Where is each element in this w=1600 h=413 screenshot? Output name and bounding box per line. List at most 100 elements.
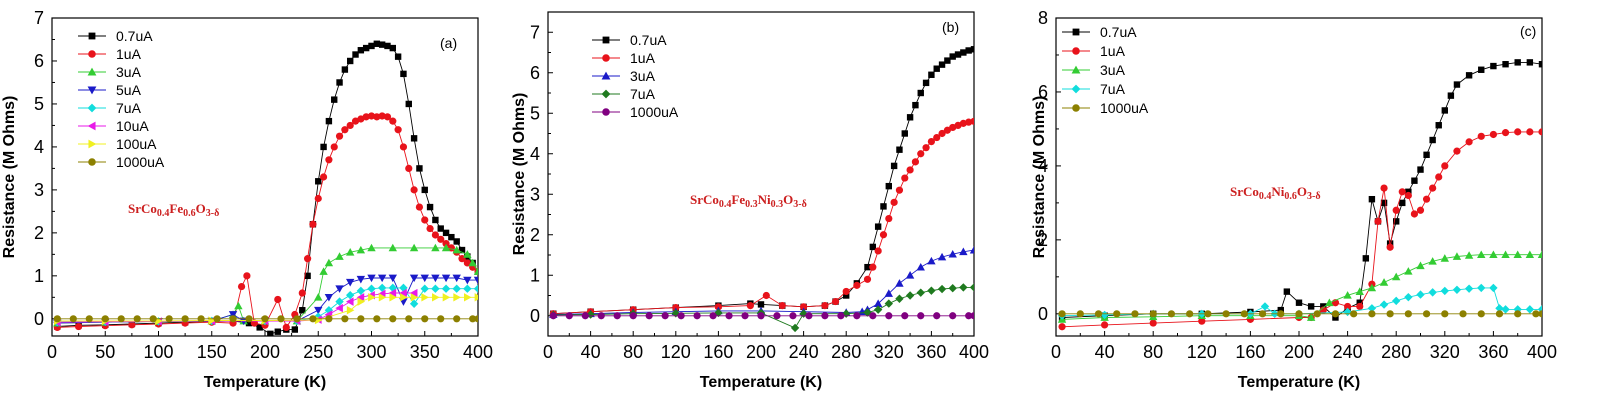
legend-label: 1uA bbox=[1100, 43, 1126, 59]
legend-item-3ua: 3uA bbox=[1062, 62, 1126, 78]
point-1ua bbox=[1489, 130, 1497, 139]
point-3ua bbox=[452, 245, 461, 254]
point-0-7ua bbox=[426, 203, 434, 211]
point-7ua bbox=[1495, 304, 1504, 313]
point-1000ua bbox=[837, 312, 845, 320]
point-0-7ua bbox=[1332, 314, 1339, 321]
point-1000ua bbox=[789, 312, 797, 320]
legend-label: 100uA bbox=[116, 136, 157, 152]
point-1ua bbox=[1422, 195, 1431, 203]
legend-label: 5uA bbox=[116, 82, 142, 98]
point-0-7ua bbox=[896, 146, 903, 153]
series-100ua bbox=[53, 293, 478, 326]
formula-subscript: 3-δ bbox=[206, 208, 220, 219]
point-3ua bbox=[441, 243, 451, 252]
point-1000ua bbox=[1258, 310, 1267, 318]
point-7ua bbox=[884, 299, 893, 308]
point-1000ua bbox=[1331, 310, 1340, 318]
point-3ua bbox=[1379, 278, 1389, 286]
point-0-7ua bbox=[944, 57, 951, 64]
legend-b: 0.7uA 1uA 3uA 7uA 1000uA bbox=[592, 32, 679, 120]
point-3ua bbox=[346, 248, 355, 256]
point-0-7ua bbox=[1307, 303, 1315, 310]
legend-label: 0.7uA bbox=[116, 28, 153, 44]
point-1ua bbox=[874, 247, 882, 255]
point-3ua bbox=[356, 245, 366, 254]
point-1ua bbox=[1441, 162, 1449, 170]
point-0-7ua bbox=[1380, 199, 1388, 207]
point-5ua bbox=[431, 274, 440, 283]
point-7ua bbox=[1367, 304, 1377, 313]
point-1000ua bbox=[1404, 310, 1412, 318]
point-5ua bbox=[452, 274, 461, 283]
x-tick-label: 120 bbox=[1187, 342, 1217, 362]
legend-item-1000ua: 1000uA bbox=[592, 104, 679, 120]
legend-marker-1ua bbox=[88, 50, 96, 58]
point-100ua bbox=[453, 293, 461, 302]
point-1ua bbox=[442, 240, 450, 248]
y-tick-label: 7 bbox=[530, 22, 540, 42]
formula-text: SrCo bbox=[128, 201, 157, 216]
point-1ua bbox=[1429, 184, 1437, 192]
point-1000ua bbox=[821, 312, 829, 320]
point-1000ua bbox=[149, 315, 157, 323]
point-7ua bbox=[1100, 310, 1109, 320]
point-1ua bbox=[362, 113, 370, 121]
point-0-7ua bbox=[432, 216, 439, 224]
chart-panel-a: 0 50 100 150 200 250 300 350 400 0 1 2 3 4 5 6 7 Temperat… bbox=[0, 0, 500, 408]
point-3ua bbox=[1501, 250, 1510, 259]
point-1ua bbox=[1538, 128, 1542, 136]
chart-panel-c: 0 40 80 120 160 200 240 280 320 360 400 0 2 4 6 8 Temper… bbox=[1030, 0, 1600, 408]
point-5ua bbox=[367, 274, 376, 283]
x-tick-label: 160 bbox=[703, 342, 733, 362]
panel-label: (c) bbox=[1520, 23, 1536, 39]
point-1000ua bbox=[293, 315, 301, 323]
compound-annotation: SrCo0.4Ni0.6O3-δ bbox=[1230, 184, 1321, 202]
point-1000ua bbox=[453, 315, 461, 323]
point-1000ua bbox=[405, 315, 413, 323]
point-3ua bbox=[1477, 250, 1486, 259]
point-10ua bbox=[346, 297, 354, 306]
point-0-7ua bbox=[336, 79, 343, 86]
y-tick-label: 3 bbox=[34, 180, 44, 200]
point-1000ua bbox=[597, 312, 605, 320]
point-1000ua bbox=[565, 312, 573, 320]
y-tick-label: 4 bbox=[1038, 156, 1048, 176]
chart-panel-b: 0 40 80 120 160 200 240 280 320 360 400 0 1 2 3 4 5 6 7 Tem… bbox=[510, 0, 1030, 408]
point-0-7ua bbox=[378, 41, 386, 48]
point-1ua bbox=[885, 214, 893, 223]
point-7ua bbox=[1440, 286, 1449, 296]
point-3ua bbox=[367, 243, 376, 252]
point-0-7ua bbox=[1277, 306, 1284, 314]
point-1ua bbox=[237, 282, 246, 291]
point-1ua bbox=[389, 117, 397, 125]
point-1ua bbox=[304, 255, 312, 263]
point-1000ua bbox=[629, 312, 637, 320]
point-0-7ua bbox=[458, 246, 466, 254]
point-0-7ua bbox=[1320, 303, 1327, 310]
series-line-1ua bbox=[1062, 131, 1542, 328]
x-tick-label: 50 bbox=[95, 342, 115, 362]
formula-text: Ni bbox=[758, 192, 771, 207]
point-10ua bbox=[335, 303, 343, 313]
y-tick-label: 1 bbox=[34, 266, 44, 286]
point-3ua bbox=[468, 258, 477, 267]
legend-item-3ua: 3uA bbox=[78, 64, 142, 80]
point-1000ua bbox=[725, 312, 733, 320]
y-tick-label: 2 bbox=[1038, 230, 1048, 250]
legend-item-1000ua: 1000uA bbox=[78, 154, 165, 170]
formula-subscript: 3-δ bbox=[1307, 191, 1321, 202]
point-1000ua bbox=[869, 312, 877, 320]
point-0-7ua bbox=[1295, 299, 1303, 306]
point-0-7ua bbox=[912, 101, 919, 109]
x-tick-label: 280 bbox=[1381, 342, 1411, 362]
point-1ua bbox=[463, 259, 471, 267]
point-0-7ua bbox=[416, 165, 423, 172]
point-0-7ua bbox=[394, 53, 402, 60]
y-tick-label: 1 bbox=[530, 265, 540, 285]
point-0-7ua bbox=[256, 324, 263, 331]
point-7ua bbox=[927, 286, 936, 295]
point-1000ua bbox=[661, 312, 669, 320]
point-0-7ua bbox=[1417, 166, 1424, 173]
point-5ua bbox=[228, 311, 238, 319]
